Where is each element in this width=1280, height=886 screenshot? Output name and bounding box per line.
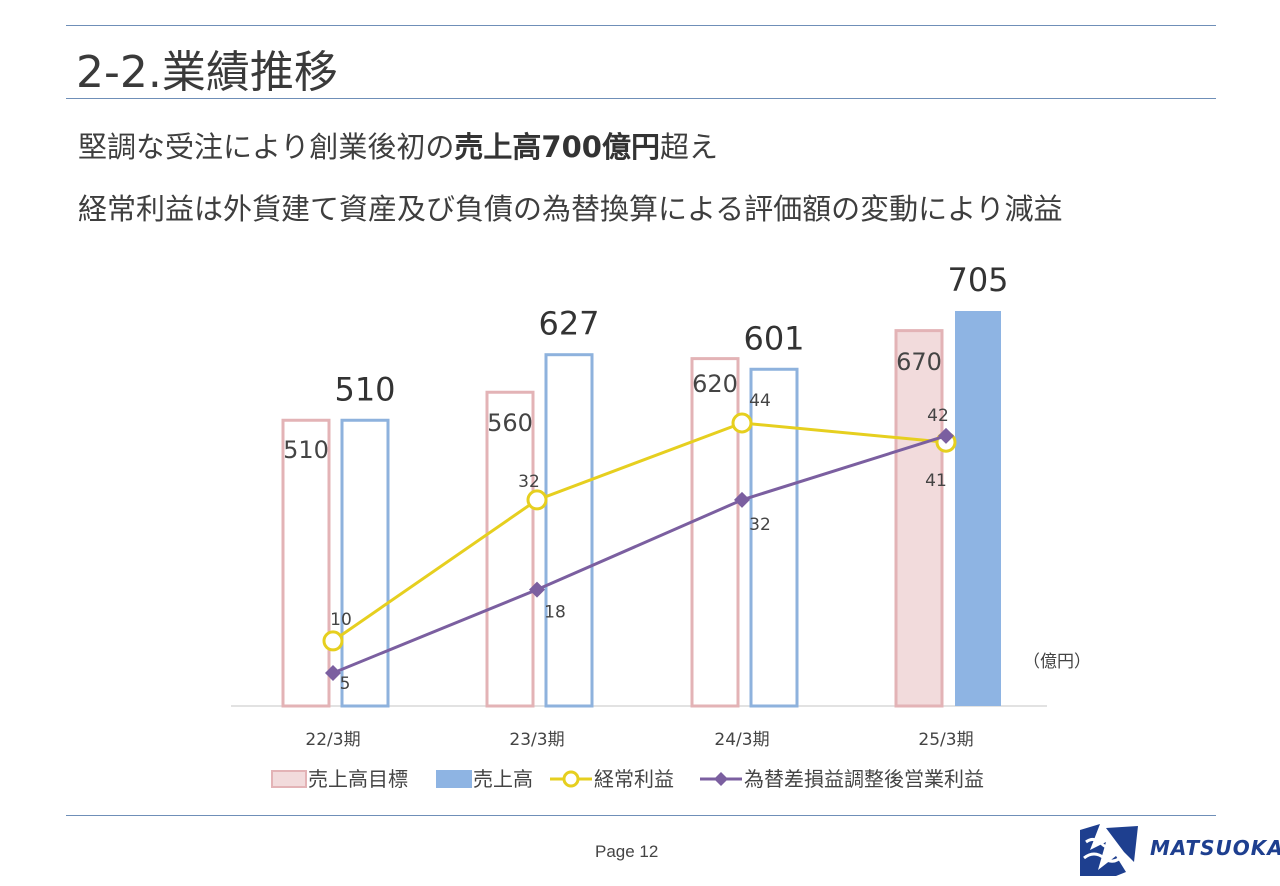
point-ordinary-profit [322, 630, 344, 652]
series-line [332, 434, 947, 675]
page-number: Page 12 [595, 842, 659, 861]
legend-marker [714, 772, 728, 786]
bar-target-label: 670 [896, 348, 942, 376]
bar-sales-label: 601 [743, 319, 804, 357]
bar-sales-label: 627 [538, 305, 599, 343]
logo-wordmark: MATSUOKA [1150, 836, 1280, 860]
x-tick-label: 24/3期 [714, 730, 769, 750]
ordinary-profit-label: 10 [330, 610, 352, 630]
bar-target [894, 329, 944, 708]
adjusted-profit-label: 18 [544, 603, 566, 623]
bar-sales-label: 705 [947, 261, 1008, 299]
adjusted-profit-label: 5 [340, 674, 351, 694]
ordinary-profit-label: 32 [518, 472, 540, 492]
page-title: 2-2.業績推移 [76, 47, 338, 98]
legend-swatch [271, 770, 307, 788]
headline-sales: 堅調な受注により創業後初の売上高700億円超え [78, 124, 718, 166]
bar-sales [955, 311, 1001, 706]
bar-sales [544, 353, 594, 708]
top-rule [66, 25, 1216, 26]
bar-target [485, 390, 535, 708]
bar-target-label: 560 [487, 409, 533, 437]
point-adjusted-profit [529, 581, 545, 598]
legend-label: 売上高 [473, 767, 533, 791]
point-adjusted-profit [938, 427, 954, 444]
title-underline [66, 98, 1216, 99]
bar-sales [340, 418, 390, 708]
adjusted-profit-label: 42 [927, 406, 949, 426]
bar-sales [749, 367, 799, 708]
legend-label: 為替差損益調整後営業利益 [744, 767, 984, 791]
bar-target [281, 418, 331, 708]
point-ordinary-profit [731, 412, 753, 434]
bar-sales-label: 510 [334, 370, 395, 408]
x-tick-label: 23/3期 [509, 730, 564, 750]
bar-target [690, 357, 740, 708]
legend-label: 売上高目標 [308, 767, 408, 791]
adjusted-profit-label: 32 [749, 515, 771, 535]
headline-profit: 経常利益は外貨建て資産及び負債の為替換算による評価額の変動により減益 [78, 192, 1063, 226]
ordinary-profit-label: 41 [925, 471, 947, 491]
bar-target-label: 510 [283, 436, 329, 464]
x-tick-label: 25/3期 [918, 730, 973, 750]
headline-sales-post: 超え [659, 130, 718, 164]
headline-sales-bold: 売上高700億円 [454, 130, 660, 164]
headline-sales-pre: 堅調な受注により創業後初の [78, 130, 455, 164]
legend-marker [562, 770, 580, 788]
point-adjusted-profit [325, 664, 341, 681]
ordinary-profit-label: 44 [749, 391, 771, 411]
bottom-rule [66, 815, 1216, 816]
point-adjusted-profit [734, 491, 750, 508]
legend-label: 経常利益 [594, 767, 674, 791]
point-ordinary-profit [526, 489, 548, 511]
series-line [332, 421, 947, 643]
unit-label: （億円） [1023, 652, 1091, 672]
bar-target-label: 620 [692, 370, 738, 398]
matsuoka-logo-icon [1080, 824, 1141, 876]
x-tick-label: 22/3期 [305, 730, 360, 750]
legend-swatch [436, 770, 472, 788]
